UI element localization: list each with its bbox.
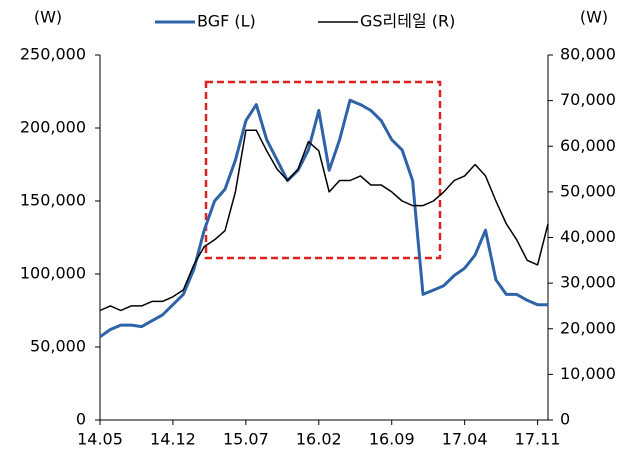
y-tick-label: 150,000 bbox=[20, 191, 86, 210]
legend-label: GS리테일 (R) bbox=[360, 12, 455, 31]
x-tick-label: 14.12 bbox=[150, 430, 196, 449]
x-tick-label: 15.07 bbox=[223, 430, 269, 449]
y-tick-label: 50,000 bbox=[30, 337, 86, 356]
y-tick-label: 100,000 bbox=[20, 264, 86, 283]
y2-tick-label: 40,000 bbox=[560, 227, 616, 246]
y-unit: (W) bbox=[34, 8, 62, 27]
series-line bbox=[99, 98, 548, 339]
highlight-box bbox=[204, 80, 442, 260]
y2-unit: (W) bbox=[580, 8, 608, 27]
x-tick-label: 14.05 bbox=[77, 430, 123, 449]
x-tick-label: 16.09 bbox=[369, 430, 415, 449]
series-line bbox=[99, 129, 549, 312]
y2-tick-label: 50,000 bbox=[560, 181, 616, 200]
y2-tick-label: 70,000 bbox=[560, 90, 616, 109]
y-tick-label: 250,000 bbox=[20, 45, 86, 64]
y2-tick-label: 30,000 bbox=[560, 273, 616, 292]
y2-tick-label: 20,000 bbox=[560, 318, 616, 337]
y-tick-label: 200,000 bbox=[20, 118, 86, 137]
y2-tick-label: 60,000 bbox=[560, 136, 616, 155]
y2-tick-label: 80,000 bbox=[560, 45, 616, 64]
legend-label: BGF (L) bbox=[197, 12, 256, 31]
y2-tick-label: 10,000 bbox=[560, 364, 616, 383]
y-tick-label: 0 bbox=[76, 410, 86, 429]
x-tick-label: 17.04 bbox=[442, 430, 488, 449]
y2-tick-label: 0 bbox=[560, 410, 570, 429]
x-tick-label: 16.02 bbox=[296, 430, 342, 449]
x-tick-label: 17.11 bbox=[515, 430, 561, 449]
